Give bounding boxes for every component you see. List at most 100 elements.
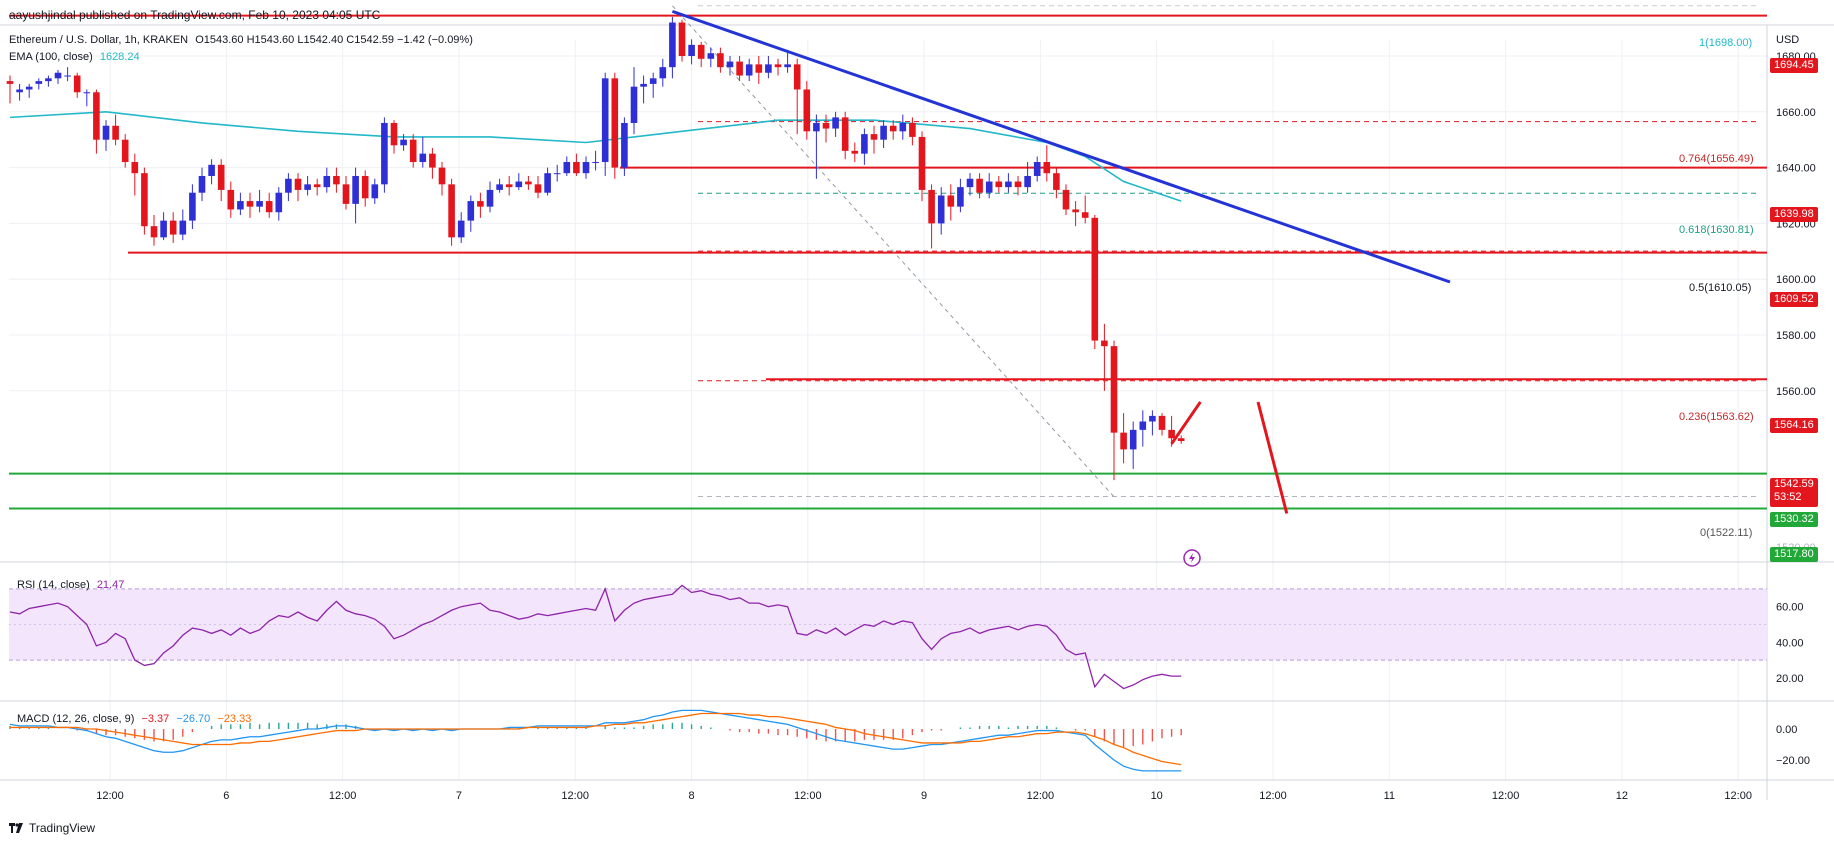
- last-price: 1542.59: [1774, 478, 1814, 490]
- ema-value: 1628.24: [99, 51, 140, 63]
- candle: [1120, 413, 1127, 464]
- candle-body: [553, 173, 561, 175]
- candle-body: [947, 195, 955, 207]
- candle: [237, 192, 244, 216]
- candle: [601, 72, 609, 176]
- candle: [208, 159, 215, 185]
- time-tick-label: 12:00: [1492, 790, 1520, 802]
- time-tick-label: 7: [456, 790, 462, 802]
- candle-body: [496, 184, 503, 190]
- time-tick-label: 9: [921, 790, 927, 802]
- candle-body: [45, 78, 52, 82]
- candle: [198, 167, 206, 202]
- candle-body: [669, 22, 676, 68]
- fib-05-label: 0.5(1610.05): [1689, 282, 1752, 294]
- event-bolt-icon: [1189, 553, 1195, 563]
- rsi-tick-label: 20.00: [1776, 673, 1804, 685]
- candle: [851, 142, 859, 163]
- candle: [419, 136, 427, 168]
- candle: [448, 178, 455, 246]
- candle-body: [333, 175, 340, 185]
- candle-body: [1014, 181, 1022, 188]
- currency-label: USD: [1776, 34, 1800, 46]
- candle-body: [889, 125, 897, 132]
- candle-body: [822, 122, 830, 129]
- tradingview-logo-icon: [9, 823, 23, 833]
- candle: [947, 184, 955, 221]
- candle: [131, 153, 139, 196]
- candle: [409, 134, 417, 168]
- candle: [870, 125, 878, 154]
- candle-body: [342, 184, 350, 204]
- candle: [486, 181, 494, 213]
- candle: [573, 153, 580, 176]
- candle: [803, 81, 811, 140]
- macd-line-value: −26.70: [176, 713, 211, 725]
- candle: [880, 120, 887, 149]
- candle-body: [784, 64, 791, 68]
- macd-tick-label: −20.00: [1776, 755, 1810, 767]
- tradingview-brand[interactable]: TradingView: [9, 821, 95, 835]
- ohlc-values: O1543.60 H1543.60 L1542.40 C1542.59 −1.4…: [195, 34, 473, 46]
- candle: [918, 131, 926, 202]
- candle: [400, 134, 407, 151]
- candle: [726, 56, 734, 76]
- candle-body: [246, 201, 254, 207]
- candle-body: [1129, 429, 1137, 450]
- candle: [1033, 156, 1041, 182]
- candle-body: [131, 162, 139, 174]
- candle-body: [141, 173, 148, 227]
- time-tick-label: 12: [1616, 790, 1628, 802]
- candle: [553, 164, 561, 182]
- macd-tick-label: 0.00: [1776, 724, 1797, 736]
- candle: [889, 120, 897, 140]
- candle-body: [870, 134, 878, 140]
- candle-body: [64, 75, 71, 77]
- candle: [16, 83, 23, 101]
- candle-body: [1081, 212, 1089, 218]
- candle-body: [83, 92, 91, 94]
- brand-name: TradingView: [29, 821, 96, 835]
- candle: [438, 162, 446, 196]
- candle: [275, 187, 283, 221]
- candle-body: [467, 201, 475, 221]
- candle-body: [419, 153, 427, 163]
- candle-body: [774, 64, 782, 68]
- candle-body: [438, 167, 446, 185]
- candle: [985, 173, 993, 199]
- candle-body: [121, 139, 129, 163]
- candle-body: [150, 226, 158, 238]
- candle: [534, 175, 542, 199]
- candle: [227, 181, 235, 218]
- candle-body: [217, 164, 225, 190]
- candle-body: [189, 192, 196, 221]
- candle: [1158, 413, 1166, 436]
- candle-body: [649, 78, 657, 84]
- candle-body: [73, 75, 81, 93]
- candle: [784, 50, 791, 73]
- candle-body: [697, 44, 705, 59]
- time-tick-label: 12:00: [329, 790, 357, 802]
- candle: [390, 120, 398, 154]
- macd-label: MACD (12, 26, close, 9): [17, 713, 135, 725]
- candle: [1091, 215, 1099, 349]
- rsi-label: RSI (14, close): [17, 579, 90, 591]
- candle-body: [621, 122, 628, 168]
- candle-body: [1168, 429, 1175, 439]
- candle: [1081, 195, 1089, 224]
- ema-label: EMA (100, close): [9, 51, 93, 63]
- time-tick-label: 12:00: [794, 790, 822, 802]
- candle-body: [611, 78, 619, 168]
- candle-body: [409, 139, 417, 163]
- time-tick-label: 10: [1151, 790, 1163, 802]
- candle: [304, 175, 311, 196]
- candle-body: [352, 175, 359, 204]
- time-tick-label: 12:00: [96, 790, 124, 802]
- price-tick-label: 1600.00: [1776, 274, 1816, 286]
- fib-0618-label: 0.618(1630.81): [1679, 224, 1754, 236]
- candle-body: [371, 184, 379, 199]
- candle-body: [515, 181, 523, 188]
- candle-body: [918, 136, 926, 190]
- candle-body: [477, 201, 484, 207]
